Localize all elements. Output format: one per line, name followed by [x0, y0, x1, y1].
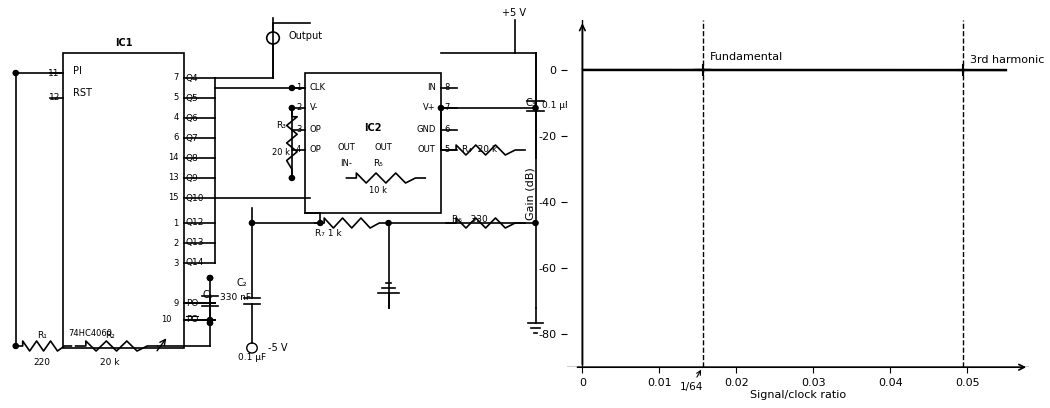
Text: C₂: C₂ — [236, 278, 247, 288]
Text: 0.1 μF: 0.1 μF — [238, 353, 266, 362]
Text: R₃: R₃ — [276, 121, 287, 130]
Text: Q9: Q9 — [186, 173, 198, 182]
Text: RST: RST — [74, 88, 92, 98]
Text: Q7: Q7 — [186, 133, 198, 142]
Bar — [63, 53, 184, 348]
Text: 3: 3 — [173, 259, 178, 268]
Text: +5 V: +5 V — [503, 8, 526, 18]
Circle shape — [532, 220, 538, 226]
Circle shape — [208, 275, 212, 281]
Text: R₆   330: R₆ 330 — [452, 215, 487, 224]
Text: 12: 12 — [48, 93, 60, 102]
Bar — [304, 73, 441, 213]
Circle shape — [317, 220, 323, 226]
Circle shape — [250, 220, 254, 226]
Text: Q13: Q13 — [186, 239, 205, 248]
Text: 20 k: 20 k — [272, 148, 291, 157]
Text: IN: IN — [427, 84, 436, 93]
Text: OUT: OUT — [375, 144, 392, 153]
Text: 9: 9 — [173, 299, 178, 308]
Circle shape — [290, 175, 294, 180]
Text: 6: 6 — [444, 126, 449, 135]
Text: 11: 11 — [48, 69, 60, 78]
Text: 2: 2 — [296, 104, 301, 113]
Text: 20 k: 20 k — [101, 358, 120, 367]
Text: C₃: C₃ — [525, 98, 536, 108]
Text: OUT: OUT — [338, 144, 355, 153]
Text: V+: V+ — [423, 104, 436, 113]
Text: PO: PO — [186, 299, 198, 308]
Circle shape — [208, 317, 212, 322]
Circle shape — [290, 106, 294, 111]
Text: Q8: Q8 — [186, 153, 198, 162]
Text: 15: 15 — [168, 193, 178, 202]
Text: Q10: Q10 — [186, 193, 205, 202]
Text: 10 k: 10 k — [369, 186, 387, 195]
Text: 5: 5 — [444, 146, 449, 155]
Text: 4: 4 — [173, 113, 178, 122]
Text: R₄  20 k: R₄ 20 k — [462, 146, 497, 155]
Text: 7: 7 — [444, 104, 449, 113]
Text: OP: OP — [310, 146, 321, 155]
Text: 1/64: 1/64 — [679, 371, 702, 392]
Circle shape — [386, 220, 391, 226]
Text: 10: 10 — [161, 315, 171, 324]
Y-axis label: Gain (dB): Gain (dB) — [526, 167, 536, 220]
Circle shape — [290, 86, 294, 91]
Circle shape — [13, 344, 19, 348]
Text: R₁: R₁ — [37, 331, 47, 340]
Text: IC1: IC1 — [114, 38, 132, 48]
Text: Q14: Q14 — [186, 259, 204, 268]
Text: CLK: CLK — [310, 84, 326, 93]
Text: Q5: Q5 — [186, 93, 198, 102]
Text: 220: 220 — [34, 358, 50, 367]
Text: 3: 3 — [296, 126, 301, 135]
Text: 1: 1 — [173, 219, 178, 228]
Text: Q4: Q4 — [186, 73, 198, 82]
Circle shape — [439, 106, 443, 111]
Text: 1: 1 — [296, 84, 301, 93]
Text: 8: 8 — [444, 84, 449, 93]
Text: 2: 2 — [173, 239, 178, 248]
Text: 4: 4 — [296, 146, 301, 155]
Text: OUT: OUT — [418, 146, 436, 155]
Text: R₅: R₅ — [373, 159, 383, 168]
Text: 3rd harmonic: 3rd harmonic — [970, 55, 1045, 65]
Text: Fundamental: Fundamental — [710, 52, 783, 62]
Text: IC2: IC2 — [364, 123, 381, 133]
Text: PO: PO — [186, 315, 198, 324]
Text: 6: 6 — [173, 133, 178, 142]
Text: 7: 7 — [173, 73, 178, 82]
Text: Q6: Q6 — [186, 113, 198, 122]
Text: Output: Output — [289, 31, 323, 41]
Text: -5 V: -5 V — [268, 343, 288, 353]
X-axis label: Signal/clock ratio: Signal/clock ratio — [750, 390, 846, 400]
Circle shape — [13, 71, 19, 75]
Text: R₇ 1 k: R₇ 1 k — [315, 228, 341, 237]
Text: OP: OP — [310, 126, 321, 135]
Text: R₂: R₂ — [105, 331, 116, 340]
Text: 13: 13 — [168, 173, 178, 182]
Text: 14: 14 — [168, 153, 178, 162]
Text: 330 nF: 330 nF — [220, 293, 252, 302]
Text: IN-: IN- — [340, 158, 353, 168]
Text: V-: V- — [310, 104, 318, 113]
Circle shape — [208, 321, 212, 326]
Circle shape — [532, 106, 538, 111]
Text: GND: GND — [417, 126, 436, 135]
Text: 0.1 μF: 0.1 μF — [542, 102, 570, 111]
Circle shape — [208, 275, 212, 281]
Text: Q12: Q12 — [186, 219, 204, 228]
Text: 5: 5 — [173, 93, 178, 102]
Text: PI: PI — [74, 66, 82, 76]
Text: 74HC4060: 74HC4060 — [68, 328, 112, 337]
Text: C₁: C₁ — [203, 290, 213, 300]
